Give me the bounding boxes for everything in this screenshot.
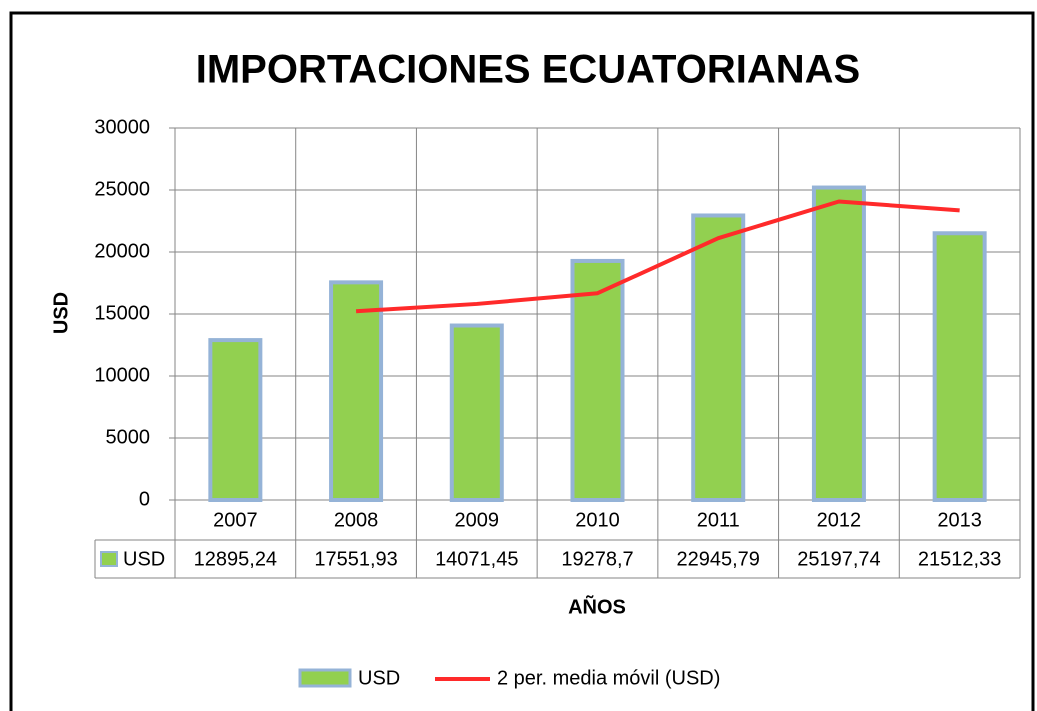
bar — [449, 323, 504, 502]
y-tick-label: 25000 — [94, 178, 150, 200]
bar — [691, 213, 746, 502]
x-tick-label: 2013 — [937, 509, 982, 531]
table-value: 14071,45 — [435, 548, 518, 570]
y-tick-label: 15000 — [94, 302, 150, 324]
table-value: 19278,7 — [561, 548, 633, 570]
frame — [9, 11, 1035, 711]
bar — [932, 231, 987, 502]
y-tick-label: 10000 — [94, 364, 150, 386]
legend-label: 2 per. media móvil (USD) — [497, 667, 720, 689]
x-tick-label: 2008 — [334, 509, 379, 531]
x-tick-label: 2010 — [575, 509, 620, 531]
bar — [208, 338, 263, 502]
x-tick-label: 2011 — [697, 509, 740, 531]
table-value: 21512,33 — [918, 548, 1001, 570]
y-tick-label: 20000 — [94, 240, 150, 262]
legend-label: USD — [358, 667, 400, 689]
table-value: 12895,24 — [194, 548, 277, 570]
table-value: 25197,74 — [797, 548, 880, 570]
bar — [570, 258, 625, 502]
bar — [329, 280, 384, 503]
x-axis-label: AÑOS — [568, 595, 626, 618]
x-tick-label: 2007 — [213, 509, 258, 531]
chart-title: IMPORTACIONES ECUATORIANAS — [196, 48, 860, 92]
y-tick-label: 5000 — [106, 426, 151, 448]
legend-key — [298, 668, 352, 688]
y-axis-label: USD — [50, 292, 72, 334]
table-value: 17551,93 — [314, 548, 397, 570]
y-tick-label: 0 — [139, 488, 150, 510]
x-tick-label: 2012 — [817, 509, 862, 531]
table-row-label: USD — [123, 548, 165, 570]
table-legend-key — [100, 551, 118, 567]
table-value: 22945,79 — [677, 548, 760, 570]
moving-average-line — [355, 199, 960, 314]
bar — [811, 185, 866, 502]
x-tick-label: 2009 — [455, 509, 500, 531]
y-tick-label: 30000 — [94, 116, 150, 138]
